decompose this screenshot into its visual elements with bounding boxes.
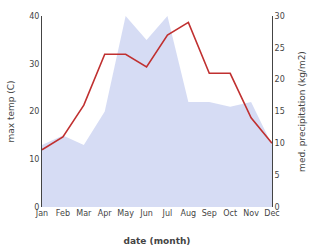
svg-text:Dec: Dec bbox=[264, 209, 279, 218]
svg-text:30: 30 bbox=[275, 12, 285, 21]
svg-text:0: 0 bbox=[34, 203, 39, 212]
svg-text:Mar: Mar bbox=[76, 209, 92, 218]
svg-text:Jan: Jan bbox=[35, 209, 48, 218]
svg-text:5: 5 bbox=[275, 171, 280, 180]
svg-text:40: 40 bbox=[29, 12, 39, 21]
svg-text:10: 10 bbox=[275, 139, 285, 148]
svg-text:Sep: Sep bbox=[202, 209, 217, 218]
svg-text:max temp (C): max temp (C) bbox=[6, 80, 16, 142]
svg-text:10: 10 bbox=[29, 155, 39, 164]
svg-text:30: 30 bbox=[29, 60, 39, 69]
svg-text:Nov: Nov bbox=[243, 209, 259, 218]
svg-text:0: 0 bbox=[275, 203, 280, 212]
svg-text:Apr: Apr bbox=[98, 209, 113, 218]
svg-text:Aug: Aug bbox=[181, 209, 197, 218]
svg-text:Oct: Oct bbox=[223, 209, 237, 218]
svg-text:15: 15 bbox=[275, 107, 285, 116]
svg-text:Jul: Jul bbox=[162, 209, 173, 218]
svg-text:20: 20 bbox=[29, 107, 39, 116]
svg-text:25: 25 bbox=[275, 44, 285, 53]
svg-text:Feb: Feb bbox=[56, 209, 70, 218]
svg-text:20: 20 bbox=[275, 75, 285, 84]
svg-text:med. precipitation (kg/m2): med. precipitation (kg/m2) bbox=[297, 51, 307, 172]
svg-text:Jun: Jun bbox=[139, 209, 153, 218]
svg-text:May: May bbox=[117, 209, 134, 218]
svg-text:date (month): date (month) bbox=[124, 236, 191, 246]
